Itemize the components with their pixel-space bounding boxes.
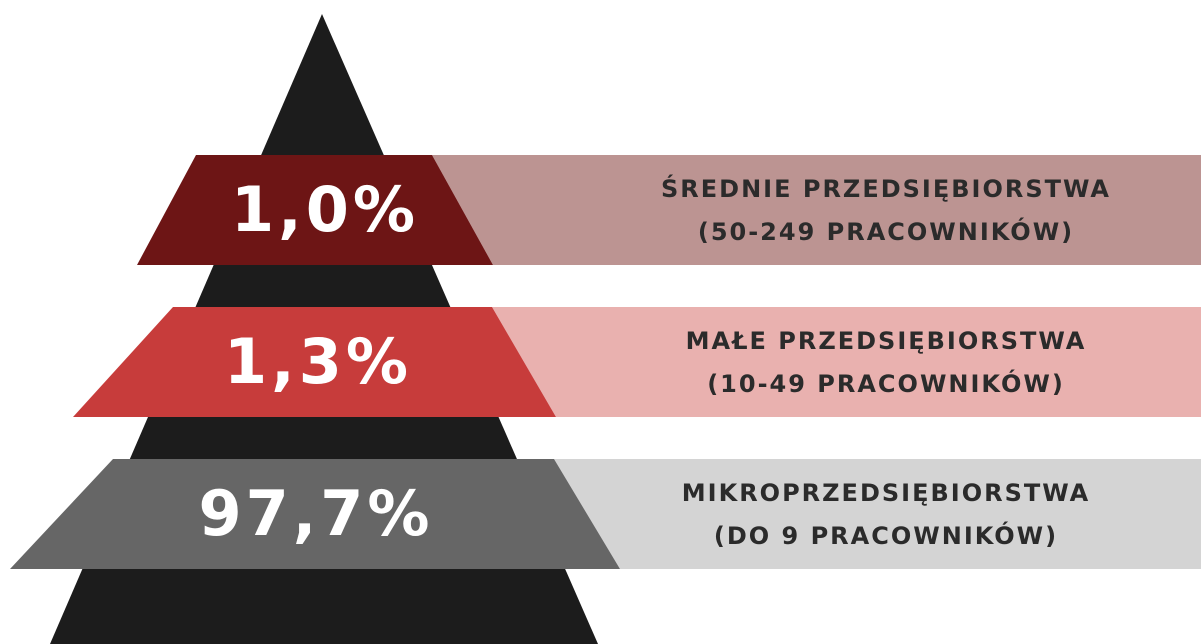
- tier-value: 1,3%: [224, 325, 412, 398]
- label-band: [554, 459, 1201, 569]
- tier: [73, 307, 556, 417]
- tier-subtitle: (DO 9 PRACOWNIKÓW): [714, 520, 1058, 550]
- tier-title: MAŁE PRZEDSIĘBIORSTWA: [686, 327, 1087, 355]
- tier-subtitle: (50-249 PRACOWNIKÓW): [698, 216, 1074, 246]
- tier: [10, 459, 620, 569]
- tier-value: 97,7%: [198, 477, 433, 550]
- tier-subtitle: (10-49 PRACOWNIKÓW): [707, 368, 1065, 398]
- tier-title: ŚREDNIE PRZEDSIĘBIORSTWA: [661, 173, 1111, 203]
- label-band: [492, 307, 1201, 417]
- label-band: [432, 155, 1201, 265]
- tier: [137, 155, 493, 265]
- tier-value: 1,0%: [231, 173, 419, 246]
- tier-title: MIKROPRZEDSIĘBIORSTWA: [682, 479, 1090, 507]
